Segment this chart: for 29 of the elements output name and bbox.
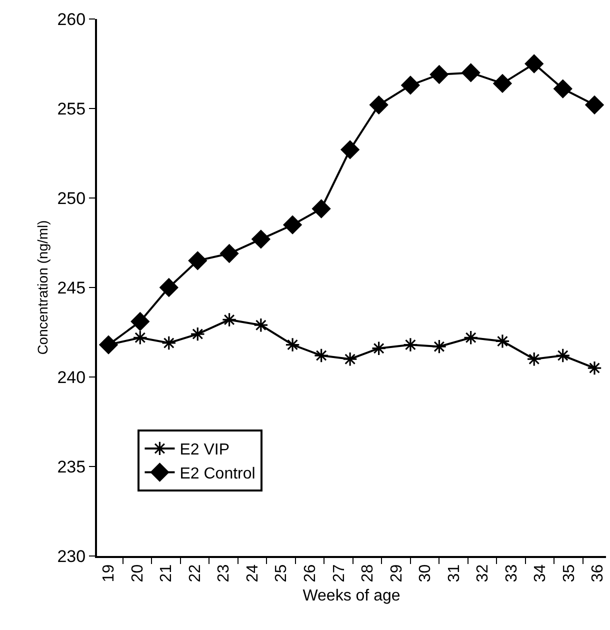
x-tick-label: 25 bbox=[273, 564, 290, 582]
y-tick-label: 245 bbox=[57, 278, 86, 298]
y-tick-label: 240 bbox=[57, 368, 86, 387]
x-tick-label: 21 bbox=[158, 564, 176, 582]
x-tick-label: 23 bbox=[216, 564, 233, 582]
x-tick-label: 35 bbox=[560, 564, 578, 582]
x-tick-label: 36 bbox=[590, 564, 607, 582]
y-tick-label: 230 bbox=[57, 546, 86, 566]
y-axis-title: Concentration (ng/ml) bbox=[34, 220, 50, 355]
x-tick-label: 20 bbox=[129, 564, 146, 582]
x-tick-label: 28 bbox=[360, 564, 377, 582]
y-tick-label: 255 bbox=[57, 99, 86, 118]
x-tick-label: 31 bbox=[446, 564, 463, 582]
legend-label: E2 Control bbox=[180, 466, 256, 482]
y-tick-label: 235 bbox=[57, 457, 86, 476]
legend-label: E2 VIP bbox=[180, 442, 230, 459]
x-tick-label: 26 bbox=[302, 564, 319, 582]
x-tick-label: 19 bbox=[100, 564, 118, 582]
x-tick-label: 22 bbox=[186, 564, 204, 582]
x-tick-label: 30 bbox=[417, 564, 434, 582]
x-tick-label: 27 bbox=[330, 564, 348, 582]
y-tick-label: 250 bbox=[57, 188, 86, 208]
y-tick-label: 260 bbox=[57, 10, 86, 29]
x-tick-label: 32 bbox=[474, 564, 492, 582]
x-tick-label: 29 bbox=[388, 564, 406, 582]
x-tick-label: 24 bbox=[244, 564, 262, 582]
x-axis-title: Weeks of age bbox=[302, 587, 400, 604]
x-tick-label: 34 bbox=[532, 564, 550, 582]
x-tick-label: 33 bbox=[503, 564, 520, 582]
